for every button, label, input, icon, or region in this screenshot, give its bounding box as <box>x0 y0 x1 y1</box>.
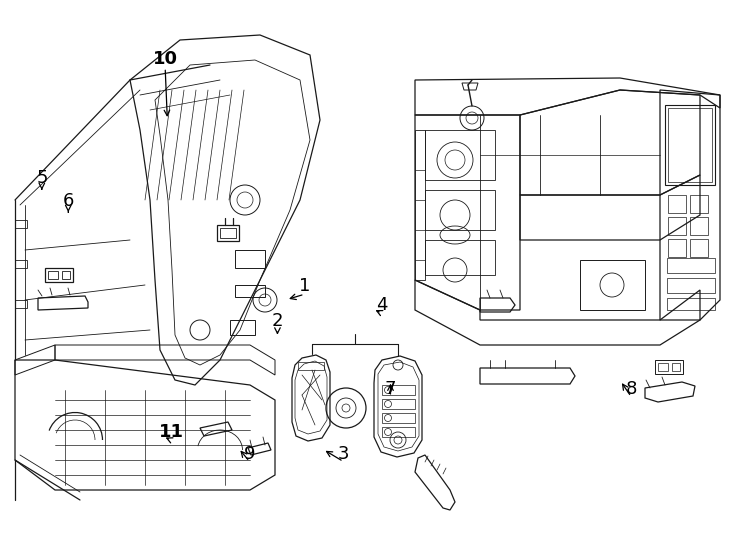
Text: 3: 3 <box>338 444 349 463</box>
Bar <box>665 105 715 185</box>
Bar <box>690 195 708 213</box>
Bar <box>580 260 645 310</box>
Text: 5: 5 <box>36 169 48 187</box>
Text: 10: 10 <box>153 50 178 69</box>
Bar <box>668 108 712 182</box>
Bar <box>217 225 239 241</box>
Bar <box>672 363 680 371</box>
Bar <box>668 217 686 235</box>
Bar <box>62 271 70 279</box>
Bar <box>45 268 73 282</box>
Text: 2: 2 <box>272 312 283 330</box>
Bar <box>658 363 668 371</box>
Bar <box>667 298 715 310</box>
Bar <box>382 385 415 395</box>
Bar <box>667 258 715 273</box>
Bar <box>298 362 324 370</box>
Bar <box>668 239 686 257</box>
Bar <box>15 220 27 228</box>
Bar <box>382 399 415 409</box>
Bar <box>15 260 27 268</box>
Text: 11: 11 <box>159 423 184 441</box>
Bar <box>382 427 415 437</box>
Text: 6: 6 <box>62 192 74 211</box>
Text: 4: 4 <box>376 296 388 314</box>
Bar <box>235 285 265 297</box>
Bar <box>235 250 265 268</box>
Bar <box>220 228 236 238</box>
Text: 7: 7 <box>385 380 396 398</box>
Text: 1: 1 <box>299 277 310 295</box>
Bar <box>382 413 415 423</box>
Bar <box>425 130 495 180</box>
Bar <box>690 217 708 235</box>
Text: 9: 9 <box>244 444 255 463</box>
Bar <box>425 190 495 230</box>
Bar <box>48 271 58 279</box>
Text: 8: 8 <box>625 380 637 398</box>
Bar <box>667 278 715 293</box>
Bar <box>668 195 686 213</box>
Bar <box>690 239 708 257</box>
Bar <box>230 320 255 335</box>
Bar <box>425 240 495 275</box>
Bar <box>15 300 27 308</box>
Bar <box>655 360 683 374</box>
